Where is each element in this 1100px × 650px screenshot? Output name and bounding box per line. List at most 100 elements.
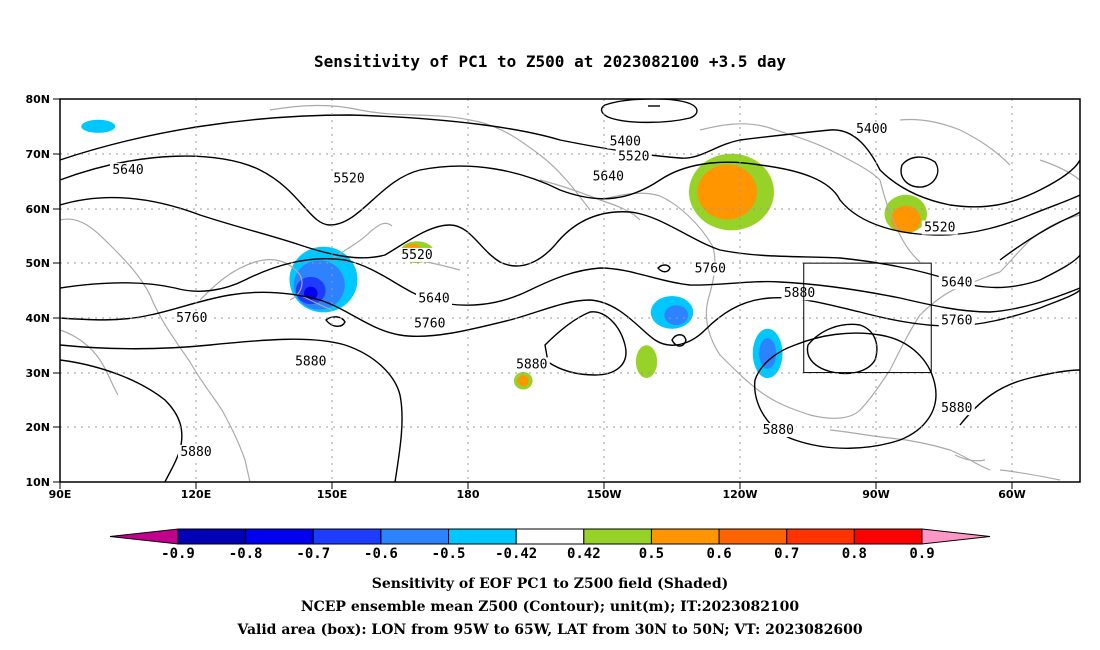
contour-label: 5880 xyxy=(516,357,547,372)
lon-tick-label: 90W xyxy=(862,488,889,501)
sensitivity-patch xyxy=(81,119,116,133)
contour-label: 5880 xyxy=(295,355,326,370)
contour-label: 5760 xyxy=(414,316,445,331)
contour-label-background xyxy=(607,134,644,149)
contour-label: 5880 xyxy=(941,401,972,416)
contour-label: 5520 xyxy=(924,221,955,236)
caption-line-2: NCEP ensemble mean Z500 (Contour); unit(… xyxy=(301,599,800,615)
colorbar-tick-label: 0.8 xyxy=(842,546,867,562)
colorbar-tick-label: 0.5 xyxy=(639,546,664,562)
lon-tick-label: 150E xyxy=(317,488,347,501)
contour-label: 5520 xyxy=(618,149,649,164)
contour-label: 5880 xyxy=(763,423,794,438)
colorbar-tick-label: 0.7 xyxy=(774,546,799,562)
lon-tick-label: 180 xyxy=(457,488,480,501)
contour-label-background xyxy=(853,122,890,137)
contour-label: 5880 xyxy=(180,445,211,460)
colorbar-tick-label: -0.8 xyxy=(229,546,263,562)
z500-contours xyxy=(60,99,1080,482)
contour-label: 5400 xyxy=(856,122,887,137)
colorbar-segment xyxy=(515,528,585,545)
map-frame xyxy=(59,98,1081,483)
sensitivity-patch xyxy=(517,375,529,387)
contour-label-background xyxy=(292,354,329,369)
map-title: Sensitivity of PC1 to Z500 at 2023082100… xyxy=(314,52,786,71)
contour-label: 5880 xyxy=(784,286,815,301)
lat-tick-label: 10N xyxy=(25,476,50,489)
lat-tick-label: 60N xyxy=(25,203,50,216)
colorbar: -0.9 -0.8 -0.7 -0.6 -0.5 -0.42 0.42 0.5 0.6 0.7 0.… xyxy=(109,528,991,562)
contour-label: 5760 xyxy=(695,262,726,277)
colorbar-segment xyxy=(583,528,652,545)
contour-label-background xyxy=(399,247,435,262)
contour-label: 5400 xyxy=(610,135,641,150)
valid-area-box xyxy=(803,262,932,374)
map-background xyxy=(60,99,1080,482)
colorbar-segment xyxy=(245,528,314,545)
colorbar-high-triangle xyxy=(921,528,991,545)
contour-label-background xyxy=(513,357,550,372)
contour-label-background xyxy=(173,310,210,325)
contour-label-background xyxy=(590,169,627,184)
contour-label: 5640 xyxy=(593,170,624,185)
colorbar-tick-label: -0.9 xyxy=(161,546,195,562)
colorbar-tick-label: -0.7 xyxy=(296,546,330,562)
caption-line-1: Sensitivity of EOF PC1 to Z500 field (Sh… xyxy=(372,576,728,592)
colorbar-tick-label: -0.42 xyxy=(495,546,537,562)
colorbar-low-triangle xyxy=(109,528,179,545)
contour-label-background xyxy=(411,316,448,331)
lat-tick-label: 80N xyxy=(25,93,50,106)
colorbar-segment xyxy=(448,528,517,545)
lon-tick-label: 90E xyxy=(49,488,72,501)
sensitivity-patch xyxy=(890,205,921,234)
lat-tick-label: 70N xyxy=(25,148,50,161)
lon-tick-label: 60W xyxy=(998,488,1025,501)
lat-tick-label: 50N xyxy=(25,257,50,270)
contour-label: 5520 xyxy=(333,171,364,186)
contour-label-background xyxy=(110,163,146,178)
lon-tick-label: 120W xyxy=(722,488,757,501)
sensitivity-patch xyxy=(664,305,689,325)
colorbar-segment xyxy=(380,528,450,545)
contour-label: 5760 xyxy=(176,311,207,326)
contour-label-background xyxy=(416,291,452,306)
colorbar-segment xyxy=(650,528,720,545)
colorbar-segment xyxy=(786,528,855,545)
sensitivity-patch xyxy=(697,164,757,220)
contour-label: 5640 xyxy=(418,292,449,307)
colorbar-segment xyxy=(718,528,788,545)
sensitivity-patch xyxy=(635,345,658,379)
contour-label-background xyxy=(781,286,818,301)
contour-label-background xyxy=(178,444,214,459)
colorbar-tick-label: 0.42 xyxy=(567,546,601,562)
colorbar-segment xyxy=(177,528,247,545)
lon-tick-label: 120E xyxy=(181,488,211,501)
contour-label-background xyxy=(938,313,975,328)
colorbar-tick-label: 0.9 xyxy=(909,546,934,562)
contour-label-background xyxy=(938,275,975,290)
contour-label-background xyxy=(921,220,958,235)
contour-label-background xyxy=(760,423,797,438)
contour-labels: 5400540055205520552055205640564056405640… xyxy=(110,122,975,460)
colorbar-tick-label: 0.6 xyxy=(706,546,731,562)
lat-tick-label: 40N xyxy=(25,312,50,325)
contour-label-background xyxy=(938,401,975,416)
contour-label: 5760 xyxy=(941,314,972,329)
sensitivity-patch xyxy=(759,338,777,369)
contour-label-background xyxy=(692,261,729,276)
graticule xyxy=(60,99,1080,482)
caption: Sensitivity of EOF PC1 to Z500 field (Sh… xyxy=(236,576,862,638)
contour-label-background xyxy=(615,149,652,164)
contour-label: 5640 xyxy=(941,275,972,290)
colorbar-tick-label: -0.5 xyxy=(432,546,466,562)
latitude-axis: 80N 70N 60N 50N 40N 30N 20N 10N xyxy=(25,93,60,489)
lat-tick-label: 20N xyxy=(25,421,50,434)
contour-label: 5640 xyxy=(112,163,143,178)
colorbar-segment xyxy=(853,528,923,545)
colorbar-segment xyxy=(312,528,382,545)
map-panel: 5400540055205520552055205640564056405640… xyxy=(25,93,1081,501)
colorbar-tick-label: -0.6 xyxy=(364,546,398,562)
contour-label-background xyxy=(331,171,367,186)
caption-line-3: Valid area (box): LON from 95W to 65W, L… xyxy=(236,622,862,638)
